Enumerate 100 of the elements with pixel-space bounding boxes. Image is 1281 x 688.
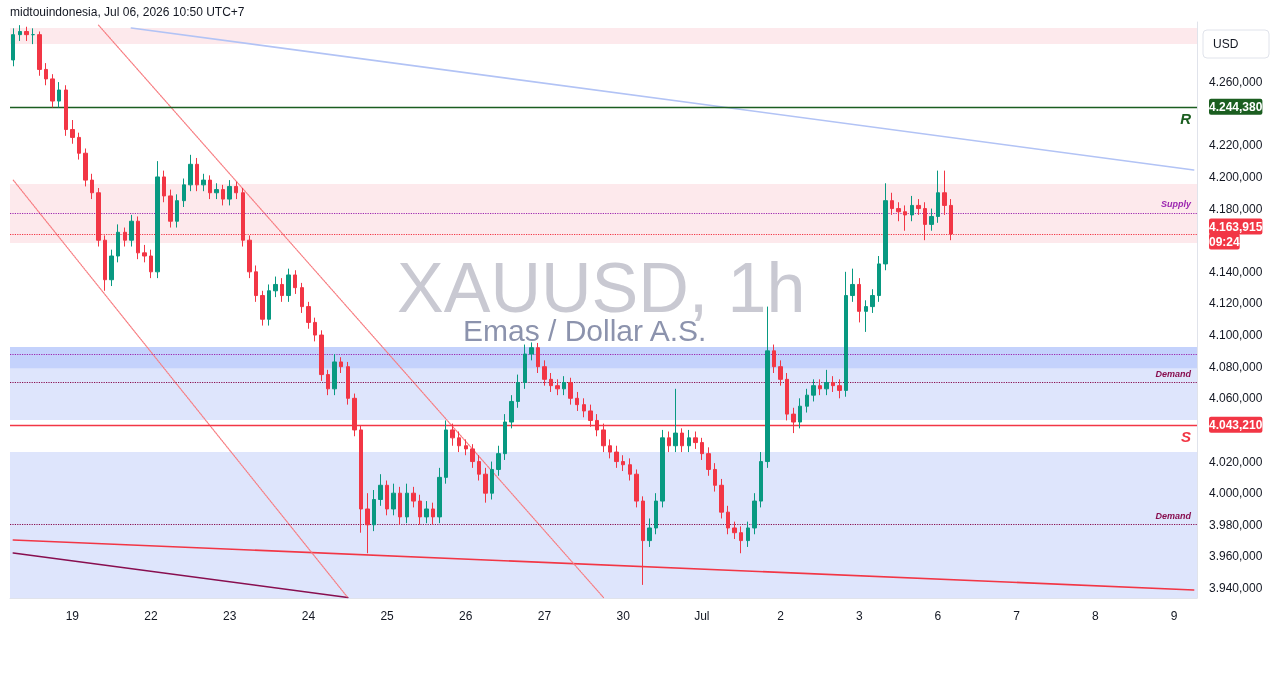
candlestick <box>582 397 586 418</box>
candlestick <box>837 378 842 399</box>
y-tick-label: 4.000,000 <box>1209 486 1263 501</box>
candlestick <box>614 445 619 469</box>
y-tick-label: 4.120,000 <box>1209 296 1263 311</box>
candlestick <box>496 445 501 477</box>
candlestick <box>319 329 324 382</box>
candlestick <box>680 427 684 453</box>
candlestick <box>785 372 789 421</box>
candlestick <box>300 282 304 314</box>
ref-line-label: Demand <box>1155 368 1192 379</box>
candlestick <box>713 462 717 493</box>
candlestick <box>700 437 704 461</box>
candlestick <box>90 173 94 200</box>
ref-line-label: Demand <box>1155 510 1192 521</box>
candlestick <box>64 84 68 137</box>
candlestick <box>247 234 252 279</box>
y-tick-label: 3.960,000 <box>1209 549 1263 564</box>
candlestick <box>903 204 907 232</box>
candlestick <box>31 27 35 45</box>
candlestick <box>50 73 55 108</box>
candlestick <box>523 344 527 390</box>
y-tick-label: 4.043,210 <box>1209 417 1263 432</box>
candlestick <box>313 317 317 342</box>
candlestick <box>739 525 743 554</box>
candlestick <box>811 378 816 402</box>
candlestick <box>77 132 81 161</box>
candlestick <box>628 457 632 482</box>
candlestick <box>654 492 658 535</box>
candlestick <box>273 276 278 298</box>
candlestick <box>182 178 186 208</box>
candlestick <box>516 374 520 409</box>
candlestick <box>660 429 665 508</box>
candlestick <box>286 268 291 303</box>
y-tick-label: 4.180,000 <box>1209 201 1263 216</box>
candlestick <box>470 443 475 469</box>
candlestick <box>719 478 724 519</box>
candlestick <box>464 438 468 456</box>
y-axis-title: USD <box>1213 37 1239 51</box>
candlestick <box>457 431 461 453</box>
ref-line-label: S <box>1180 427 1191 445</box>
candlestick <box>936 170 940 224</box>
candlestick <box>621 454 625 472</box>
candlestick <box>116 223 120 263</box>
y-tick-label: 4.244,380 <box>1209 99 1263 114</box>
candlestick <box>673 388 678 453</box>
candlestick <box>424 500 429 524</box>
candlestick <box>942 170 947 216</box>
candlestick <box>195 157 199 192</box>
y-tick-label: 4.060,000 <box>1209 391 1263 406</box>
candlestick <box>490 461 494 500</box>
candlestick <box>214 182 219 200</box>
candlestick <box>339 356 343 374</box>
candlestick <box>693 431 698 450</box>
x-tick-label: 22 <box>144 609 158 623</box>
candlestick <box>555 378 560 396</box>
candlestick <box>398 486 402 526</box>
y-tick-label: 4.140,000 <box>1209 264 1263 279</box>
candlestick <box>142 244 147 263</box>
x-tick-label: 6 <box>934 609 942 623</box>
candlestick <box>346 361 350 406</box>
candlestick <box>254 264 258 303</box>
x-tick-label: 26 <box>459 609 473 623</box>
candlestick <box>857 277 861 323</box>
candlestick <box>844 271 848 398</box>
x-tick-label: 23 <box>223 609 237 623</box>
candlestick <box>444 419 448 485</box>
candlestick <box>37 30 42 77</box>
candlestick <box>149 249 153 279</box>
candlestick <box>168 189 173 229</box>
y-tick-label: 4.220,000 <box>1209 138 1263 153</box>
candlestick <box>306 301 311 330</box>
candlestick <box>208 174 212 200</box>
candlestick <box>536 342 540 374</box>
candlestick <box>634 468 639 508</box>
x-tick-label: 27 <box>537 609 552 623</box>
candlestick <box>418 494 422 526</box>
candlestick <box>155 160 160 279</box>
candlestick <box>759 451 763 508</box>
candlestick <box>431 502 435 526</box>
candlestick <box>234 181 238 200</box>
candlestick <box>188 154 193 192</box>
candlestick <box>372 489 376 532</box>
x-tick-label: 30 <box>616 609 631 623</box>
candlestick <box>883 182 888 271</box>
candlestick <box>929 208 934 232</box>
candlestick <box>326 369 330 396</box>
y-tick-label: 3.980,000 <box>1209 517 1263 532</box>
candlestick <box>562 375 566 396</box>
ref-line-label: R <box>1180 109 1192 127</box>
candlestick <box>483 467 488 504</box>
x-tick-label: 8 <box>1092 609 1100 623</box>
x-tick-label: 24 <box>301 609 316 623</box>
candlestick <box>824 369 829 396</box>
candlestick <box>647 517 652 548</box>
candlestick <box>70 119 75 145</box>
text: midtouindonesia, Jul 06, 2026 10:50 UTC+7 <box>10 5 245 19</box>
ref-line-label: Supply <box>1160 199 1192 210</box>
candlestick <box>864 299 868 333</box>
candlestick <box>24 26 29 42</box>
